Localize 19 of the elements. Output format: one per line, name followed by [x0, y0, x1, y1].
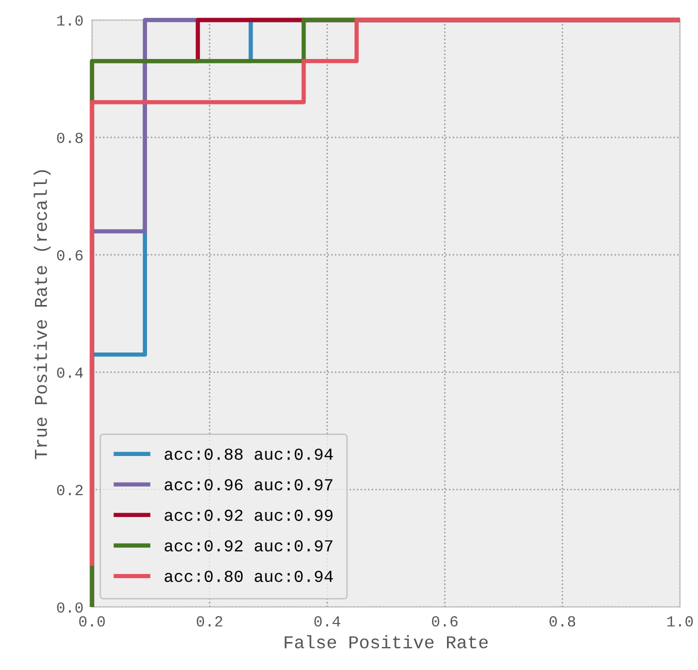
x-tick-label: 0.6 [432, 616, 458, 627]
legend-label: acc:0.96 auc:0.97 [164, 479, 332, 490]
x-tick-label: 1.0 [667, 616, 693, 627]
legend-label: acc:0.92 auc:0.99 [164, 510, 333, 521]
legend-label: acc:0.88 auc:0.94 [164, 448, 333, 460]
y-tick-label: 0.6 [57, 250, 83, 260]
legend-label: acc:0.80 auc:0.94 [164, 570, 333, 582]
x-tick-label: 0.0 [79, 616, 105, 627]
legend-label: acc:0.92 auc:0.97 [164, 540, 332, 552]
x-tick-label: 0.8 [550, 616, 576, 627]
y-tick-label: 0.0 [57, 602, 83, 613]
y-axis-title: True Positive Rate (recall) [34, 170, 51, 460]
x-tick-label: 0.2 [196, 616, 222, 627]
y-tick-label: 0.8 [57, 132, 83, 144]
x-axis-title: False Positive Rate [284, 635, 488, 648]
x-tick-label: 0.4 [314, 616, 340, 627]
y-tick-label: 0.2 [57, 484, 83, 496]
y-tick-label: 1.0 [57, 15, 83, 26]
y-tick-label: 0.4 [57, 368, 83, 378]
